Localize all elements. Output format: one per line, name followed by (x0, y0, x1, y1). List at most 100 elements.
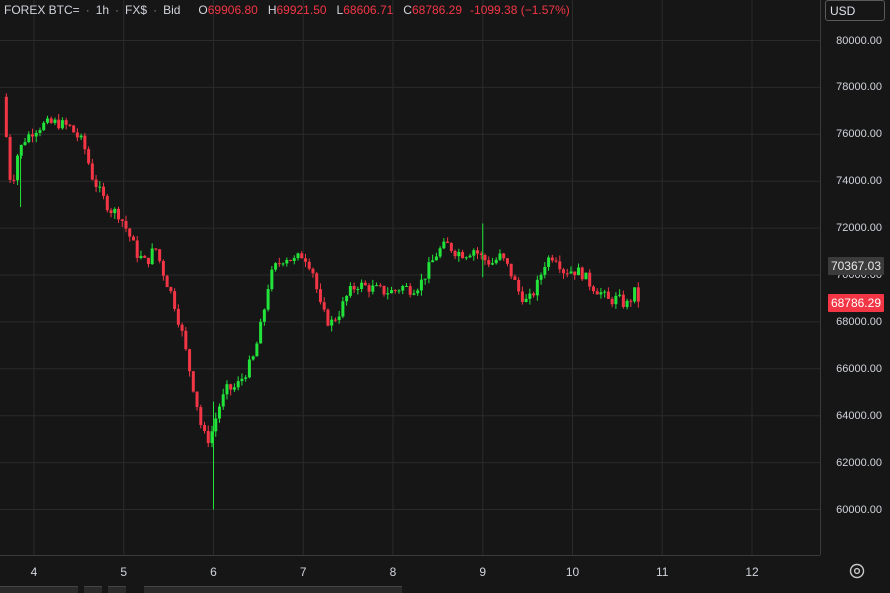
open-value: 69906.80 (207, 3, 258, 17)
separator: · (153, 3, 158, 17)
settings-button[interactable] (848, 562, 866, 580)
candle-body (109, 210, 113, 214)
candle-body (292, 258, 296, 261)
exchange-label: FX$ (125, 3, 148, 17)
time-tick-label: 12 (745, 565, 759, 579)
interval-label[interactable]: 1h (95, 3, 110, 17)
time-tick-label: 8 (389, 565, 397, 579)
time-tick-label: 7 (299, 565, 307, 579)
candle-body (19, 144, 23, 156)
candle-body (87, 149, 91, 164)
candle-body (431, 260, 435, 263)
candle-body (483, 255, 487, 261)
candle-body (232, 387, 236, 390)
candle-body (524, 298, 528, 302)
candle-body (120, 219, 124, 221)
price-axis[interactable]: 80000.00 78000.00 76000.00 74000.00 72000.00… (820, 0, 890, 555)
candle-body (438, 248, 442, 257)
bottom-tab[interactable] (108, 586, 126, 593)
price-tick-label: 80000.00 (836, 34, 882, 47)
candle-body (8, 136, 12, 180)
candle-body (49, 118, 53, 123)
candle-body (401, 286, 405, 291)
candle-body (573, 271, 577, 276)
candle-body (259, 321, 263, 344)
candle-body (68, 124, 72, 126)
candle-body (229, 384, 233, 390)
candle-body (490, 263, 494, 265)
ohlc-legend: FOREX BTC= · 1h · FX$ · Bid O 69906.80 H… (4, 3, 570, 17)
current-price-label: 68786.29 (827, 294, 884, 313)
candle-body (199, 407, 203, 426)
candle-body (457, 251, 461, 257)
candle-body (42, 122, 46, 131)
candle-body (124, 220, 128, 229)
price-chart[interactable] (0, 0, 820, 555)
candle-body (468, 255, 472, 258)
candle-body (214, 418, 218, 432)
candle-body (289, 259, 293, 261)
candle-body (90, 163, 94, 180)
candle-body (285, 259, 289, 264)
candle-body (416, 290, 420, 294)
candle-body (543, 266, 547, 275)
candle-body (94, 179, 98, 188)
candle-body (315, 273, 319, 290)
candle-body (210, 431, 214, 444)
candle-body (532, 293, 536, 296)
high-label: H (267, 3, 277, 17)
candle-body (539, 274, 543, 280)
low-label: L (336, 3, 344, 17)
candle-body (303, 258, 307, 262)
bottom-tab[interactable] (0, 586, 78, 593)
candle-body (60, 120, 64, 129)
candle-body (270, 269, 274, 290)
candle-body (558, 261, 562, 270)
bottom-toolbar (0, 585, 890, 592)
candle-body (128, 228, 132, 237)
candle-body (554, 260, 558, 262)
candle-body (393, 290, 397, 292)
candle-body (262, 309, 266, 322)
candle-body (633, 287, 637, 302)
bottom-tab[interactable] (84, 586, 102, 593)
currency-selector[interactable]: USD (825, 0, 885, 21)
candle-body (117, 208, 121, 220)
candle-body (408, 286, 412, 295)
candle-body (4, 96, 8, 137)
candle-body (614, 295, 618, 305)
candle-body (528, 293, 532, 299)
price-tick-label: 76000.00 (836, 128, 882, 141)
candle-body (180, 324, 184, 331)
candle-body (565, 273, 569, 275)
candle-body (195, 391, 199, 408)
time-tick-label: 5 (120, 565, 128, 579)
candle-body (57, 119, 61, 129)
bottom-panel[interactable] (144, 586, 402, 593)
candle-body (461, 251, 465, 259)
candle-body (161, 261, 165, 276)
candle-body (599, 292, 603, 295)
candle-body (16, 155, 20, 181)
candle-body (311, 268, 315, 274)
candle-body (345, 295, 349, 302)
candle-body (378, 285, 382, 287)
low-value: 68606.71 (343, 3, 394, 17)
candle-body (464, 257, 468, 259)
candle-body (217, 406, 221, 419)
currency-label: USD (830, 4, 856, 18)
candle-body (333, 319, 337, 321)
chart-area[interactable] (0, 0, 820, 555)
symbol-name[interactable]: FOREX BTC= (4, 3, 80, 17)
candle-body (550, 257, 554, 261)
price-tick-label: 78000.00 (836, 81, 882, 94)
candle-body (64, 120, 68, 125)
time-axis[interactable]: 4 5 6 7 8 9 10 11 12 (0, 555, 820, 585)
candle-body (296, 253, 300, 259)
candle-body (390, 290, 394, 294)
candle-body (348, 286, 352, 296)
candle-body (45, 118, 49, 123)
candle-body (150, 248, 154, 265)
close-label: C (403, 3, 412, 17)
candle-body (595, 291, 599, 295)
